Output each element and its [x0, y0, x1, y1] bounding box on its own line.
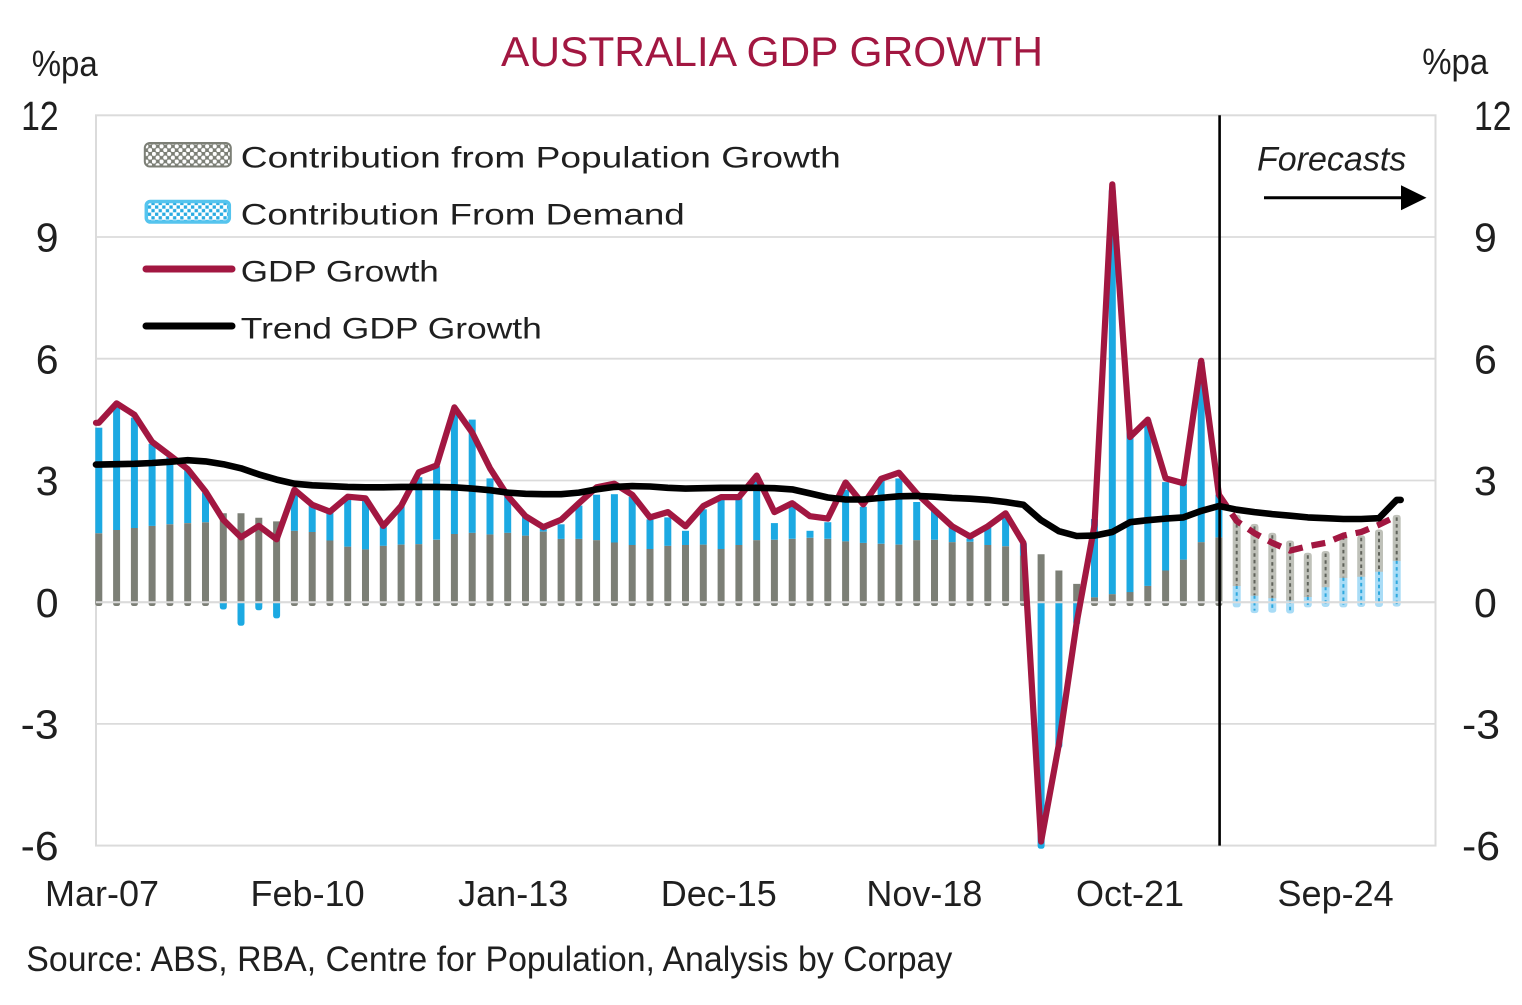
svg-text:0: 0	[1474, 580, 1497, 626]
svg-text:9: 9	[36, 215, 59, 261]
svg-text:Trend GDP Growth: Trend GDP Growth	[241, 313, 542, 346]
svg-text:Forecasts: Forecasts	[1257, 141, 1406, 179]
svg-text:Oct-21: Oct-21	[1076, 873, 1184, 914]
svg-text:GDP Growth: GDP Growth	[241, 256, 439, 289]
svg-text:0: 0	[36, 580, 59, 626]
svg-text:3: 3	[36, 458, 59, 504]
svg-text:Source: ABS, RBA, Centre for P: Source: ABS, RBA, Centre for Population,…	[26, 940, 952, 979]
svg-text:Contribution From Demand: Contribution From Demand	[241, 199, 685, 232]
svg-text:Jan-13: Jan-13	[458, 873, 568, 914]
svg-text:-6: -6	[1462, 823, 1500, 869]
svg-text:%pa: %pa	[1422, 41, 1489, 82]
svg-text:Nov-18: Nov-18	[866, 873, 982, 914]
svg-text:12: 12	[21, 93, 59, 139]
svg-text:Sep-24: Sep-24	[1278, 873, 1394, 914]
svg-text:Contribution from Population G: Contribution from Population Growth	[241, 142, 841, 175]
svg-text:Dec-15: Dec-15	[661, 873, 777, 914]
svg-text:AUSTRALIA GDP GROWTH: AUSTRALIA GDP GROWTH	[501, 28, 1043, 75]
svg-text:9: 9	[1474, 215, 1497, 261]
svg-text:6: 6	[36, 336, 59, 382]
svg-text:%pa: %pa	[32, 43, 99, 84]
svg-text:Mar-07: Mar-07	[45, 873, 159, 914]
svg-text:12: 12	[1474, 93, 1512, 139]
svg-text:Feb-10: Feb-10	[251, 873, 365, 914]
svg-text:-3: -3	[1462, 702, 1500, 748]
svg-text:-6: -6	[21, 823, 59, 869]
svg-text:6: 6	[1474, 336, 1497, 382]
svg-text:3: 3	[1474, 458, 1497, 504]
svg-text:-3: -3	[21, 702, 59, 748]
